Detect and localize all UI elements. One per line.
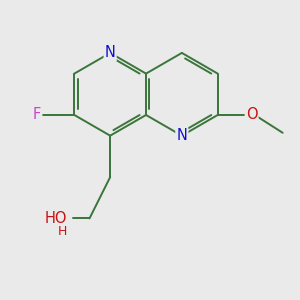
Text: H: H	[58, 226, 67, 238]
Text: O: O	[246, 107, 257, 122]
Text: HO: HO	[45, 211, 67, 226]
Text: F: F	[33, 107, 41, 122]
Text: N: N	[105, 45, 116, 60]
Text: N: N	[176, 128, 187, 143]
